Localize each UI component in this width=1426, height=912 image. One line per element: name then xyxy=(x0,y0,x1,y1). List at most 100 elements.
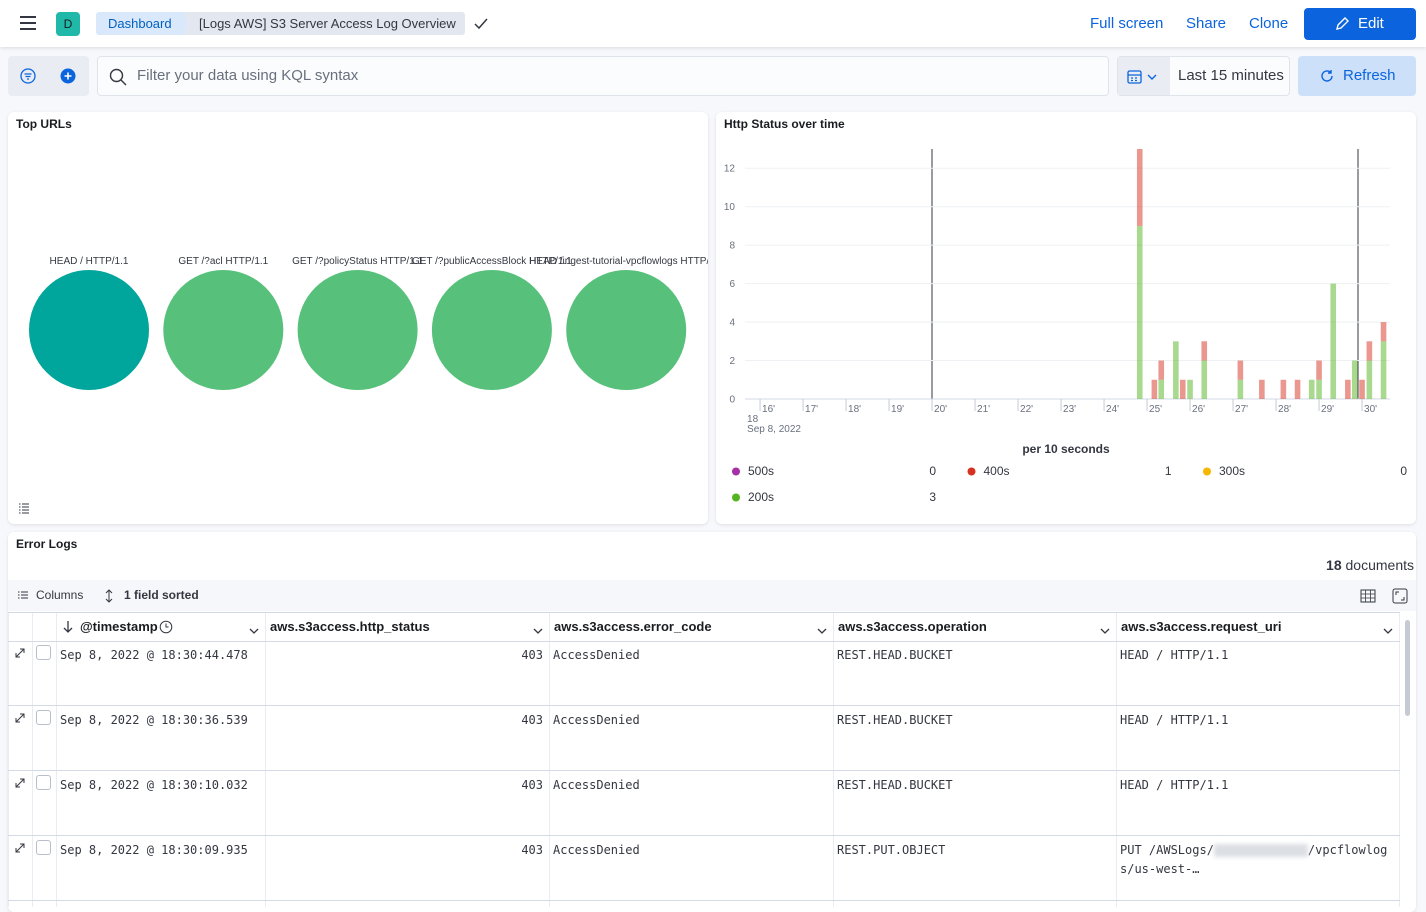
expand-icon[interactable] xyxy=(14,646,26,664)
cell-text: PUT /AWSLogs/ xyxy=(1120,843,1214,857)
cell: HEAD / HTTP/1.1 xyxy=(1120,711,1393,730)
x-tick-label: 19' xyxy=(891,404,904,415)
cell: HEAD / HTTP/1.1 xyxy=(1120,646,1393,665)
header-divider xyxy=(8,641,1400,642)
arrow-down xyxy=(62,620,74,634)
bar-chart: 02468101216'17'18'19'20'21'22'23'24'25'2… xyxy=(716,112,1416,524)
row-checkbox[interactable] xyxy=(36,840,51,855)
x-tick-label: 25' xyxy=(1149,404,1162,415)
legend-dot xyxy=(732,468,740,476)
legend-dot xyxy=(732,494,740,502)
grid-toolbar: Columns 1 field sorted xyxy=(8,580,1416,611)
bar-segment xyxy=(1152,380,1158,399)
bar-segment xyxy=(1158,380,1164,399)
breadcrumb[interactable]: Dashboard xyxy=(96,12,188,35)
column-header[interactable]: aws.s3access.http_status xyxy=(265,613,430,641)
doc-label: documents xyxy=(1346,557,1414,573)
bar-segment xyxy=(1316,380,1322,399)
bar-segment xyxy=(1201,361,1207,399)
add-filter-icon[interactable] xyxy=(60,68,76,84)
cell: Sep 8, 2022 @ 18:30:10.032 xyxy=(60,776,259,795)
columns-icon xyxy=(17,590,29,602)
full-screen-link[interactable]: Full screen xyxy=(1090,15,1163,32)
bar-segment xyxy=(1330,284,1336,399)
y-tick-label: 10 xyxy=(724,202,736,213)
search-placeholder: Filter your data using KQL syntax xyxy=(137,67,358,84)
data-grid: @timestamp aws.s3access.http_status aws.s3… xyxy=(8,612,1400,906)
bar-segment xyxy=(1345,380,1351,399)
cell: AccessDenied xyxy=(553,646,827,665)
menu-icon[interactable] xyxy=(19,15,37,31)
bar-segment xyxy=(1187,380,1193,399)
edit-button[interactable]: Edit xyxy=(1304,8,1416,40)
breadcrumb: [Logs AWS] S3 Server Access Log Overview xyxy=(184,12,465,35)
row-divider xyxy=(8,900,1400,901)
legend-dot xyxy=(968,468,976,476)
expand-icon[interactable] xyxy=(14,711,26,729)
x-tick-label: 29' xyxy=(1321,404,1334,415)
filter-icon[interactable] xyxy=(20,68,36,84)
document-count: 18 documents xyxy=(1300,557,1414,573)
legend-toggle[interactable] xyxy=(18,502,30,514)
y-tick-label: 4 xyxy=(729,318,735,329)
fullscreen-icon[interactable] xyxy=(1392,588,1408,604)
calendar-icon xyxy=(1127,69,1161,85)
chevron xyxy=(817,627,827,635)
sort-button[interactable]: 1 field sorted xyxy=(124,588,199,602)
bar-segment xyxy=(1367,341,1373,360)
column-header[interactable]: aws.s3access.error_code xyxy=(549,613,712,641)
expand-icon[interactable] xyxy=(14,776,26,794)
space-avatar[interactable]: D xyxy=(56,12,80,36)
check-icon[interactable] xyxy=(473,17,489,31)
bubble-label: HEAD / HTTP/1.1 xyxy=(50,256,129,267)
bar-segment xyxy=(1137,226,1143,399)
bubble-chart: HEAD / HTTP/1.1GET /?acl HTTP/1.1GET /?p… xyxy=(8,112,708,524)
x-tick-label: 26' xyxy=(1192,404,1205,415)
chevron xyxy=(249,627,259,635)
x-tick-label: 23' xyxy=(1063,404,1076,415)
redacted xyxy=(1214,844,1308,857)
column-header[interactable]: @timestamp xyxy=(75,613,158,641)
cell: AccessDenied xyxy=(553,841,827,860)
x-tick-label: 18' xyxy=(848,404,861,415)
bar-segment xyxy=(1359,380,1365,399)
quick-menu-button[interactable] xyxy=(1118,57,1170,95)
x-tick-label: 27' xyxy=(1235,404,1248,415)
bar-segment xyxy=(1381,341,1387,399)
share-link[interactable]: Share xyxy=(1186,15,1226,32)
row-checkbox[interactable] xyxy=(36,710,51,725)
x-tick-label: 22' xyxy=(1020,404,1033,415)
density-icon[interactable] xyxy=(1360,588,1376,604)
bar-segment xyxy=(1238,380,1244,399)
top-nav: D Dashboard [Logs AWS] S3 Server Access … xyxy=(0,0,1426,47)
bar-segment xyxy=(1352,361,1358,399)
bubble xyxy=(566,270,686,390)
row-checkbox[interactable] xyxy=(36,645,51,660)
cell: PUT /AWSLogs//vpcflowlogs/us-west-… xyxy=(1120,841,1393,879)
x-axis-title: per 10 seconds xyxy=(1022,442,1110,456)
columns-button[interactable]: Columns xyxy=(36,588,83,602)
bubble xyxy=(432,270,552,390)
sort-indicator xyxy=(62,620,74,639)
y-tick-label: 12 xyxy=(724,164,736,175)
column-header[interactable]: aws.s3access.request_uri xyxy=(1116,613,1281,641)
bar-segment xyxy=(1259,380,1265,399)
row-divider xyxy=(8,770,1400,771)
bubble-label: HEAD /ingest-tutorial-vpcflowlogs HTTP/1… xyxy=(529,256,708,267)
bar-segment xyxy=(1381,322,1387,341)
expand-icon[interactable] xyxy=(14,841,26,859)
bar-segment xyxy=(1238,361,1244,380)
column-header[interactable]: aws.s3access.operation xyxy=(833,613,987,641)
x-tick-label: 20' xyxy=(934,404,947,415)
scrollbar xyxy=(1405,620,1410,716)
clone-link[interactable]: Clone xyxy=(1249,15,1288,32)
cell: REST.HEAD.BUCKET xyxy=(837,776,1110,795)
expand xyxy=(14,712,26,724)
row-checkbox[interactable] xyxy=(36,775,51,790)
x-tick-label: 28' xyxy=(1278,404,1291,415)
legend-name: 500s xyxy=(748,464,774,478)
cell: AccessDenied xyxy=(553,776,827,795)
kql-search[interactable]: Filter your data using KQL syntax xyxy=(97,56,1109,96)
refresh-button[interactable]: Refresh xyxy=(1298,56,1416,96)
